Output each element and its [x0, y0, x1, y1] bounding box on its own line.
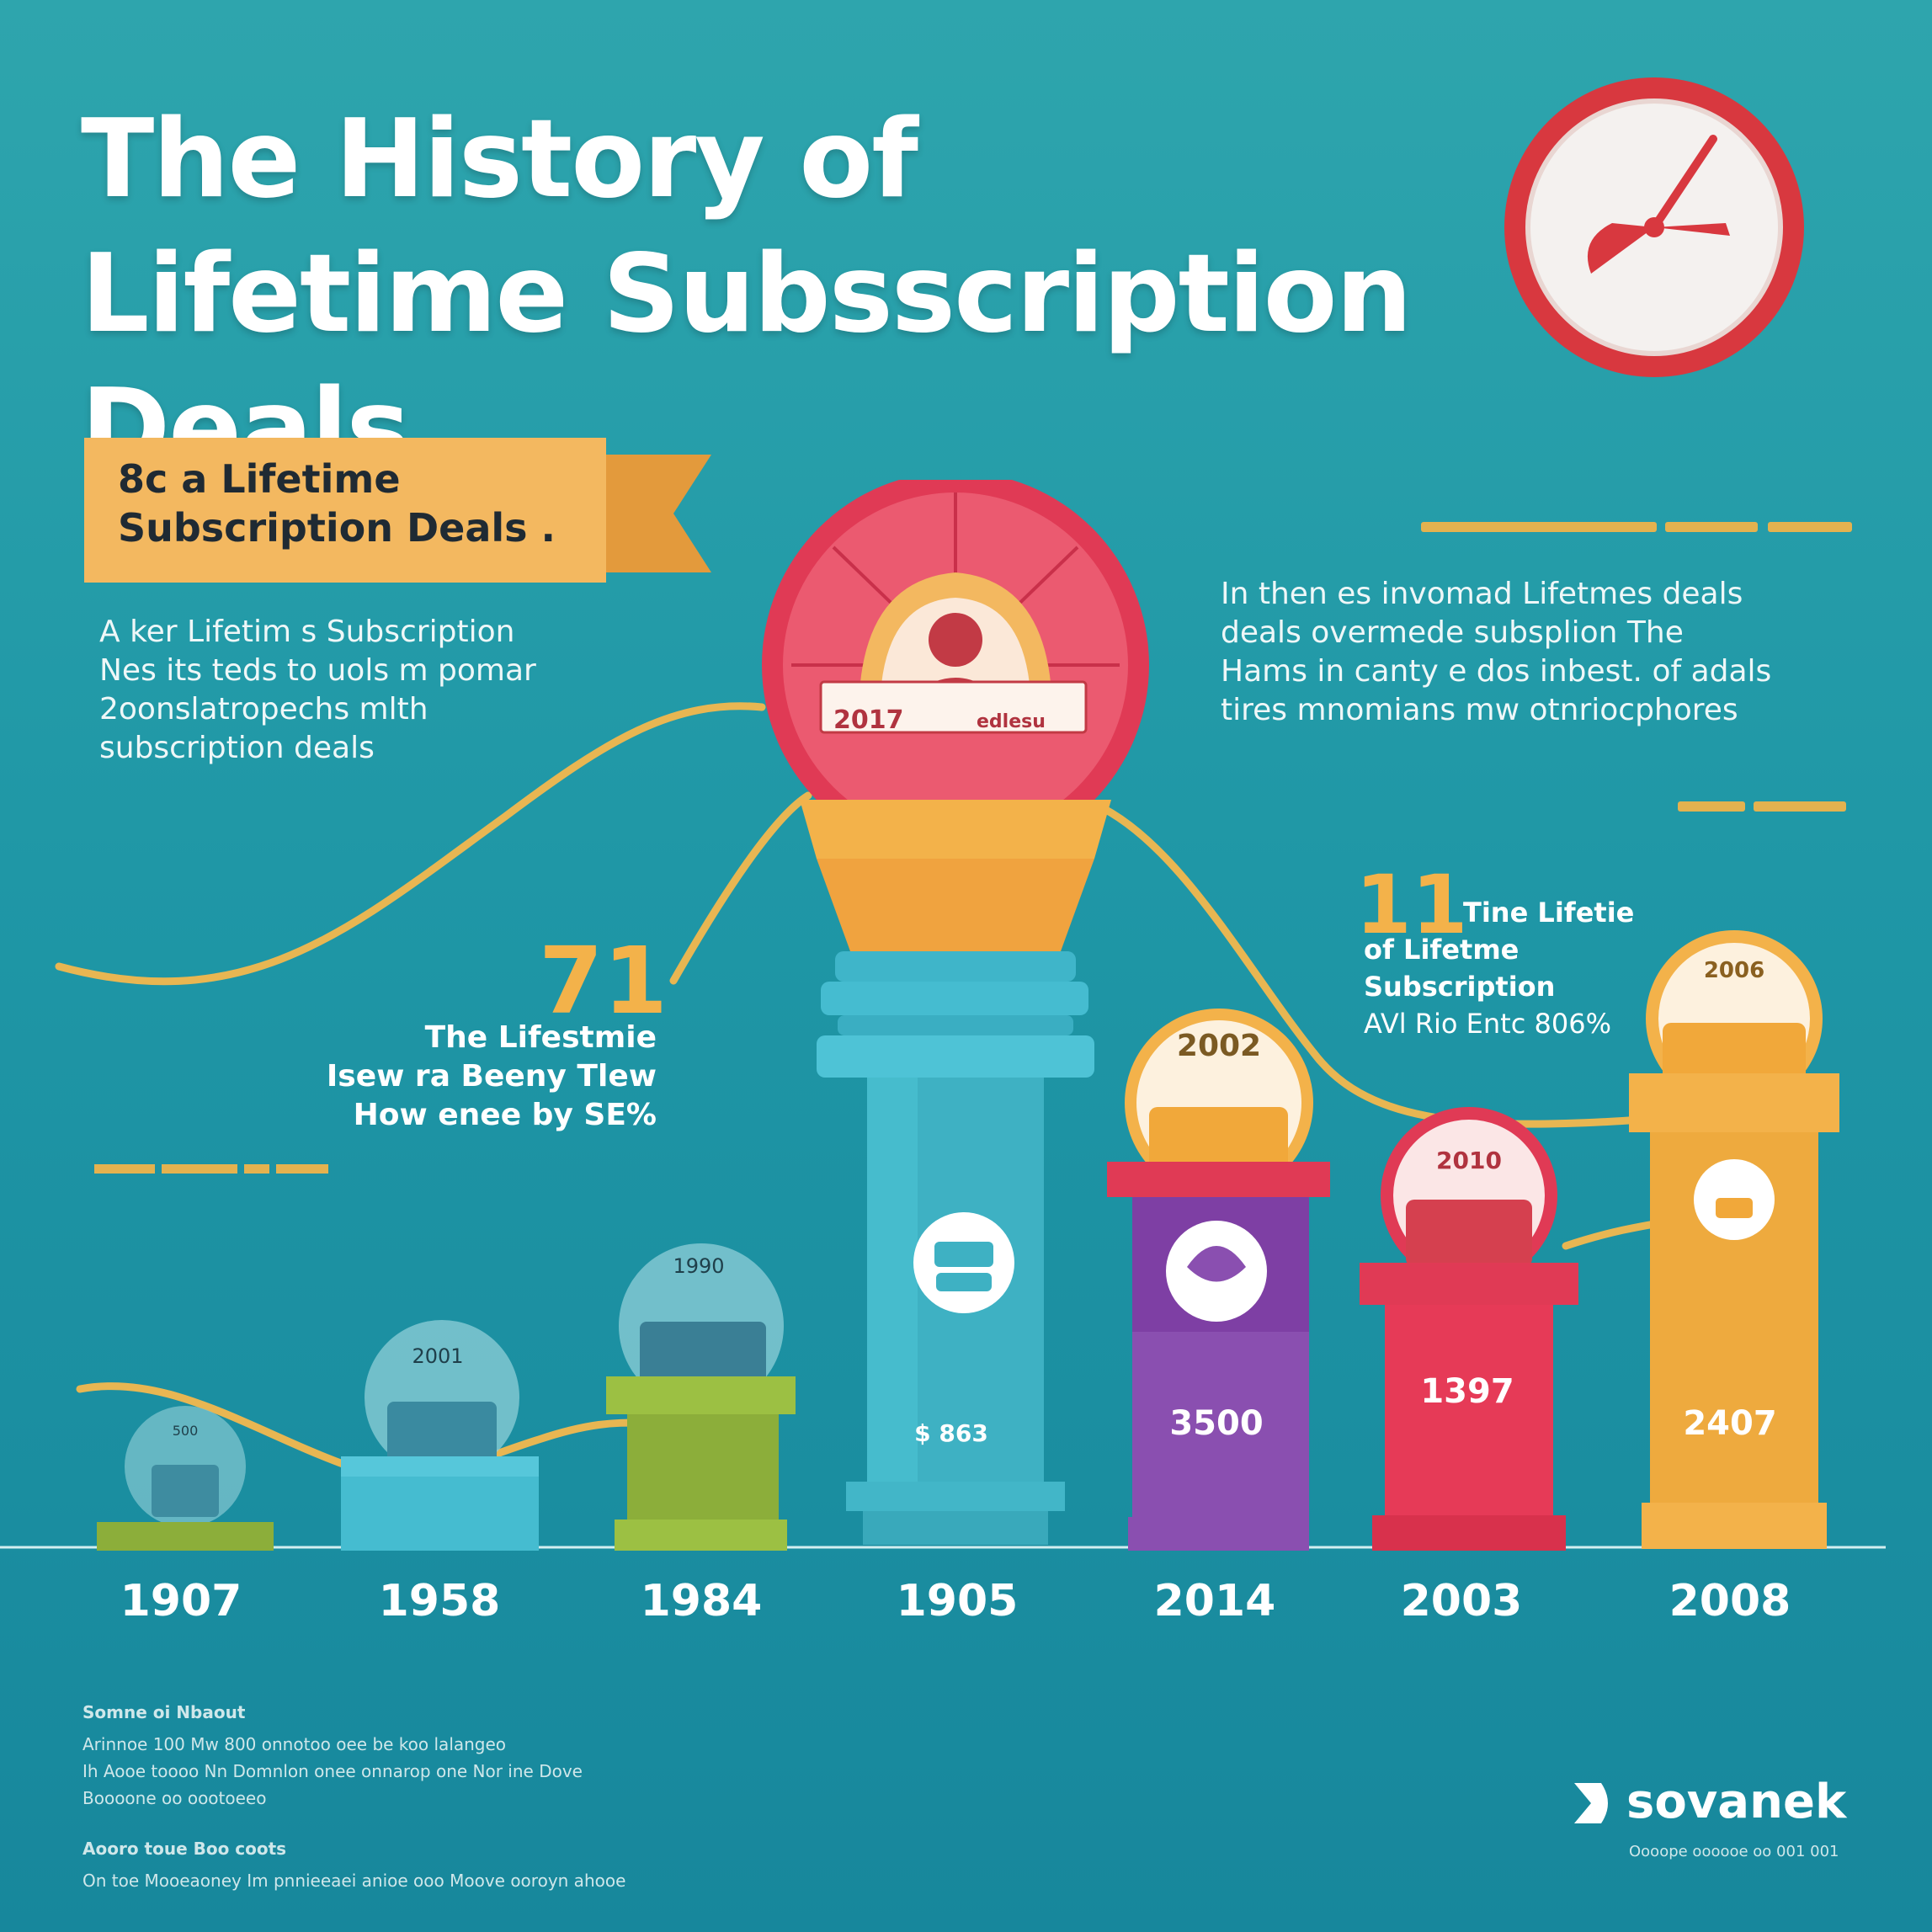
bar-1907	[97, 1406, 274, 1551]
left-paragraph-line: subscription deals	[99, 731, 375, 765]
ribbon-heading: 8c a Lifetime Subscription Deals .	[118, 455, 623, 552]
year-label: 1984	[640, 1576, 763, 1626]
year-label: 2008	[1669, 1576, 1791, 1626]
stat-left-line: The Lifestmie	[424, 1020, 657, 1055]
year-label: 1907	[120, 1576, 242, 1626]
right-paragraph-line: deals overmede subsplion The	[1221, 615, 1684, 650]
right-paragraph-line: Hams in canty e dos inbest. of adals	[1221, 654, 1772, 689]
ribbon-line-1: 8c a Lifetime	[118, 456, 401, 502]
bar-2008	[1629, 930, 1839, 1549]
bar-top-label: 2002	[1176, 1029, 1262, 1063]
year-label: 2014	[1153, 1576, 1276, 1626]
bar-top-label: 2006	[1703, 958, 1765, 983]
bar-value: $ 863	[914, 1419, 988, 1447]
ribbon-line-2: Subscription Deals .	[118, 505, 556, 551]
globe-year: 2017	[833, 705, 904, 735]
bar-value: 1397	[1420, 1372, 1514, 1411]
stat-left-text: The Lifestmie Isew ra Beeny Tlew How ene…	[286, 1019, 657, 1135]
clock-icon	[1504, 77, 1804, 377]
footer-line: Arinnoe 100 Mw 800 onnotoo oee be koo la…	[82, 1734, 507, 1754]
globe-tag: edlesu	[977, 711, 1046, 732]
footer-line: On toe Mooeaoney Im pnnieeaei anioe ooo …	[82, 1871, 626, 1891]
footer-heading-2: Aooro toue Boo coots	[82, 1839, 287, 1859]
bar-1958	[341, 1320, 539, 1551]
left-paragraph-line: 2oonslatropechs mlth	[99, 692, 428, 726]
footer-line: Ih Aooe toooo Nn Domnlon onee onnarop on…	[82, 1761, 583, 1781]
stat-left-line: How enee by SE%	[353, 1098, 657, 1132]
right-paragraph-line: In then es invomad Lifetmes deals	[1221, 577, 1743, 611]
bar-top-label: 2010	[1436, 1147, 1502, 1174]
year-label: 1905	[896, 1576, 1019, 1626]
logo-icon	[1574, 1783, 1608, 1823]
left-paragraph: A ker Lifetim s Subscription Nes its ted…	[99, 613, 604, 768]
right-paragraph: In then es invomad Lifetmes deals deals …	[1221, 575, 1877, 730]
stat-left-line: Isew ra Beeny Tlew	[326, 1059, 657, 1094]
stat-right-line: Tine Lifetie	[1463, 897, 1635, 929]
left-paragraph-line: Nes its teds to uols m pomar	[99, 653, 536, 688]
year-label: 1958	[378, 1576, 501, 1626]
stat-right-line: of Lifetme	[1364, 934, 1520, 966]
right-paragraph-line: tires mnomians mw otnriocphores	[1221, 693, 1738, 727]
bar-value: 3500	[1169, 1404, 1264, 1443]
bar-value: 2407	[1683, 1404, 1777, 1443]
logo-tagline: Oooope oooooe oo 001 001	[1629, 1843, 1839, 1860]
bar-1984	[606, 1243, 796, 1551]
central-pillar	[762, 480, 1149, 1545]
page-title: The History of Lifetime Subsscription De…	[81, 97, 1413, 492]
stat-right-line: Subscription	[1364, 971, 1556, 1003]
footer-line: Boooone oo oootoeeo	[82, 1788, 267, 1808]
stat-right-text: Tine Lifetie of Lifetme Subscription AVl…	[1364, 894, 1700, 1042]
bar-2014	[1107, 1009, 1330, 1551]
stat-left-number: 71	[539, 927, 668, 1035]
stat-right-number: 11	[1355, 858, 1468, 952]
stat-right-line: AVl Rio Entc 806%	[1364, 1008, 1611, 1040]
ribbon-banner	[84, 438, 711, 583]
logo-name: sovanek	[1626, 1775, 1847, 1829]
right-decor-lines	[1421, 522, 1852, 812]
bar-top-label: 1990	[673, 1254, 725, 1278]
bar-2003	[1360, 1107, 1578, 1551]
bar-top-label: 500	[172, 1423, 199, 1439]
footer-notes: Somne oi Nbaout Arinnoe 100 Mw 800 onnot…	[82, 1699, 773, 1894]
footer-heading: Somne oi Nbaout	[82, 1702, 246, 1722]
year-label: 2003	[1400, 1576, 1523, 1626]
bar-top-label: 2001	[412, 1344, 464, 1368]
left-paragraph-line: A ker Lifetim s Subscription	[99, 615, 515, 649]
